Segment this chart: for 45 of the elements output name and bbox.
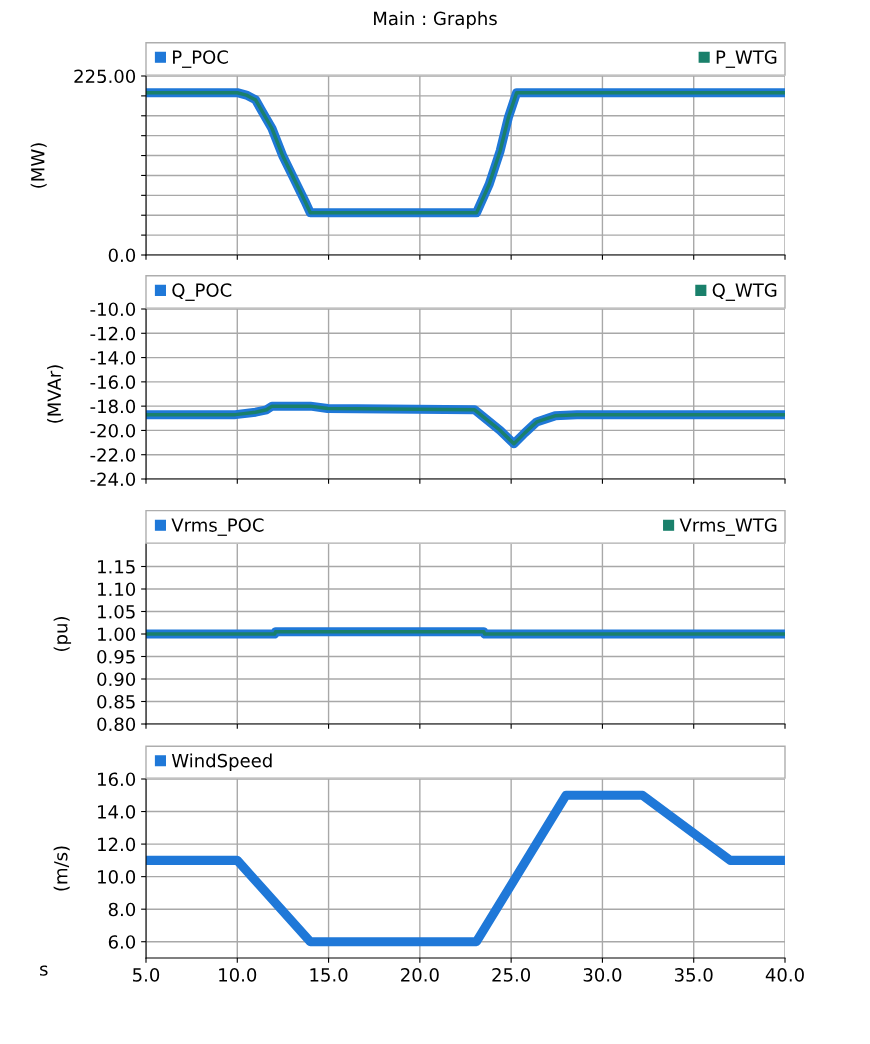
y-tick-label: 6.0	[108, 935, 136, 949]
y-tick-label: 1.10	[98, 582, 136, 597]
x-axis-title: s	[40, 965, 48, 976]
y-axis-title: (m/s)	[53, 846, 70, 891]
y-tick-label: 14.0	[98, 805, 136, 819]
legend-label: P_POC	[173, 50, 228, 68]
x-tick-label: 20.0	[401, 968, 439, 982]
y-tick-label: 8.0	[108, 902, 136, 917]
x-tick-label: 5.0	[133, 968, 160, 982]
y-tick-label: 0.0	[108, 248, 136, 263]
legend-label: WindSpeed	[171, 753, 272, 771]
x-tick-label: 10.0	[219, 968, 257, 982]
y-tick-label: -18.0	[90, 399, 136, 414]
x-tick-label: 15.0	[310, 968, 348, 982]
legend-label: Q_POC	[172, 283, 232, 301]
x-tick-label: 25.0	[492, 968, 531, 982]
y-tick-label: 16.0	[98, 772, 136, 787]
y-tick-label: 1.15	[98, 560, 135, 574]
y-tick-label: 0.85	[97, 694, 135, 709]
chart-title: Main : Graphs	[374, 11, 497, 29]
y-tick-label: 0.80	[97, 717, 136, 732]
y-tick-label: 10.0	[98, 870, 136, 884]
y-tick-label: -22.0	[90, 448, 136, 462]
y-tick-label: -24.0	[90, 472, 136, 487]
y-tick-label: -12.0	[90, 326, 136, 341]
legend-label: Vrms_WTG	[679, 518, 777, 536]
y-tick-label: 12.0	[98, 837, 136, 852]
x-tick-label: 40.0	[765, 968, 804, 982]
x-tick-label: 35.0	[674, 968, 713, 982]
legend-label: Vrms_POC	[171, 518, 264, 536]
y-tick-label: 1.05	[98, 604, 135, 619]
y-tick-label: -14.0	[90, 351, 136, 365]
y-tick-label: 0.90	[97, 672, 136, 687]
y-tick-label: 0.95	[97, 649, 135, 664]
y-axis-title: (pu)	[53, 617, 72, 651]
y-tick-label: -10.0	[90, 302, 136, 317]
y-tick-label: -20.0	[90, 423, 136, 438]
legend-label: Q_WTG	[712, 283, 777, 301]
y-axis-title: (MVAr)	[47, 365, 64, 423]
legend-label: P_WTG	[716, 50, 777, 68]
y-axis-title: (MW)	[30, 143, 47, 188]
y-tick-label: 225.00	[74, 69, 136, 84]
x-tick-label: 30.0	[583, 968, 622, 982]
y-tick-label: 1.00	[98, 627, 136, 642]
y-tick-label: -16.0	[90, 375, 136, 389]
